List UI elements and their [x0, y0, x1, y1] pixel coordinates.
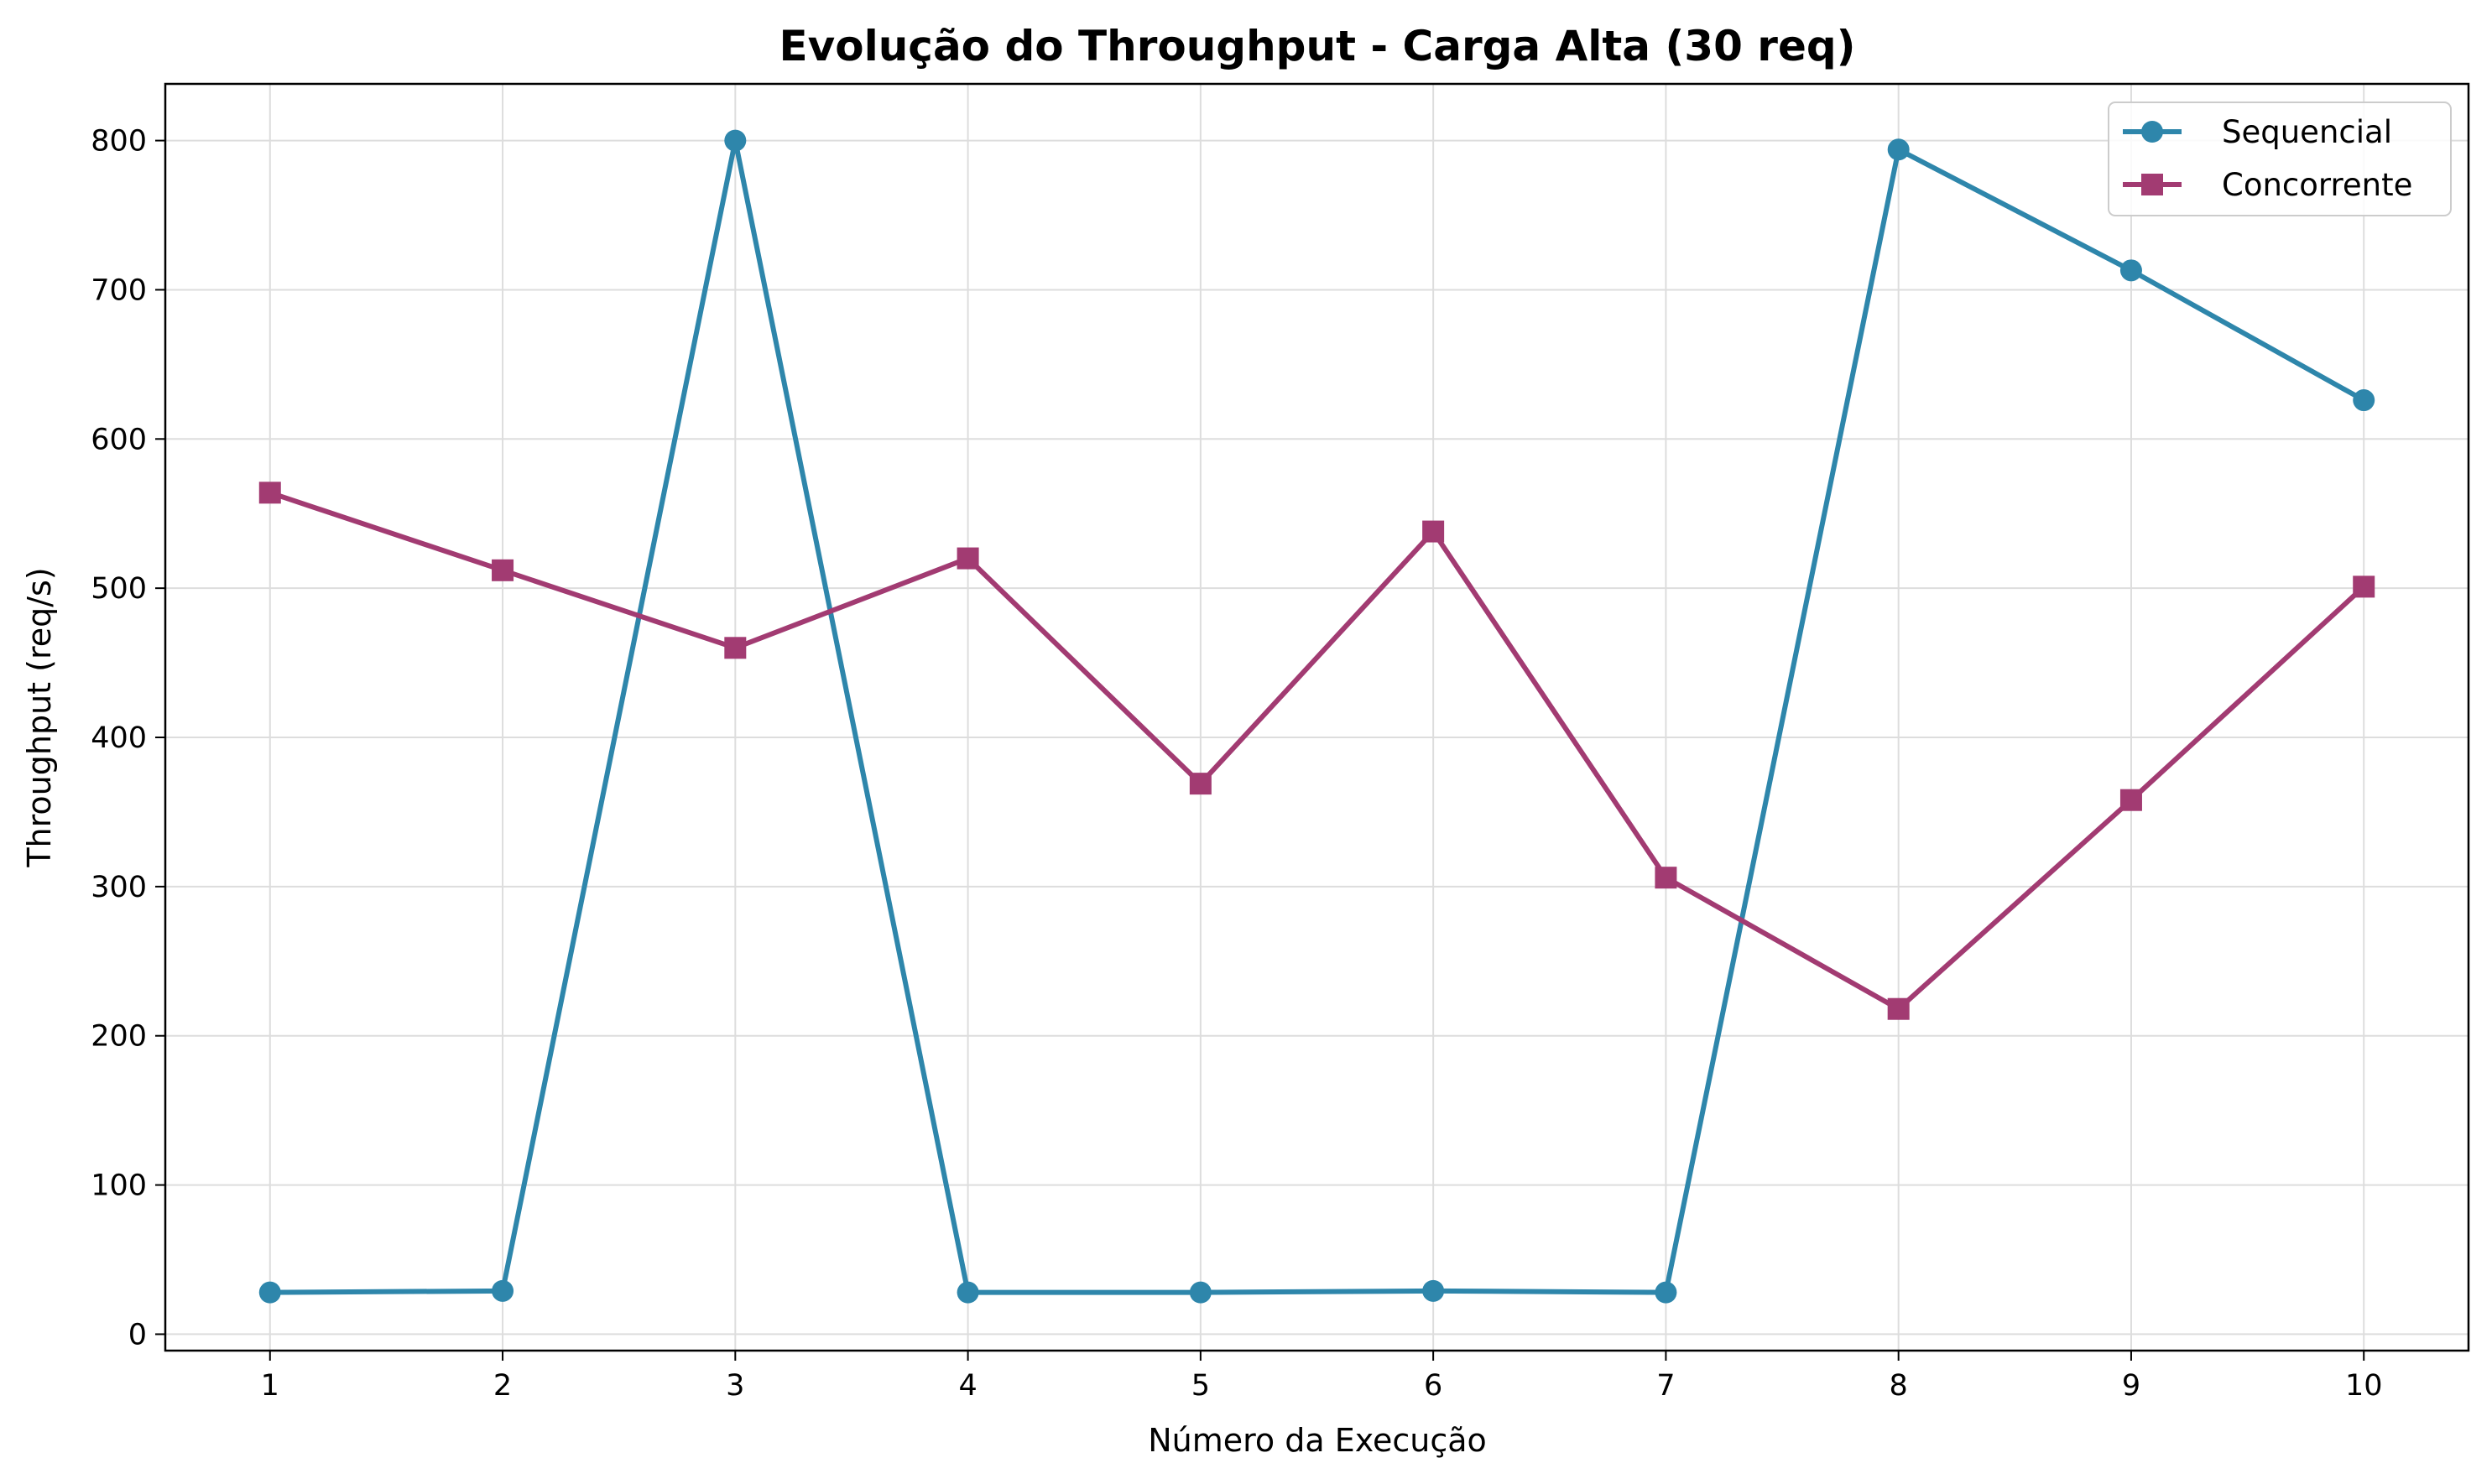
y-tick-label: 600 — [91, 423, 147, 456]
y-tick-label: 200 — [91, 1020, 147, 1054]
legend-marker-concorrente — [2141, 174, 2163, 195]
data-point-concorrente — [1887, 997, 1910, 1020]
x-tick-label: 9 — [2122, 1369, 2140, 1403]
data-point-concorrente — [2119, 789, 2142, 811]
data-point-concorrente — [957, 547, 979, 570]
data-point-sequencial — [258, 1281, 281, 1304]
legend-box — [2108, 102, 2452, 216]
legend-marker-sequencial — [2141, 121, 2163, 143]
y-axis-label: Throughput (req/s) — [21, 567, 58, 867]
series-line-sequencial — [269, 138, 2365, 1295]
data-point-concorrente — [258, 482, 281, 504]
x-tick-label: 1 — [261, 1369, 279, 1403]
legend: Sequencial Concorrente — [2108, 102, 2452, 216]
x-tick-label: 3 — [726, 1369, 744, 1403]
data-point-concorrente — [1189, 773, 1212, 795]
x-tick-label: 2 — [493, 1369, 512, 1403]
series-sequencial — [258, 129, 2375, 1304]
x-axis-label: Número da Execução — [1148, 1422, 1487, 1459]
y-tick-label: 100 — [91, 1169, 147, 1203]
data-point-sequencial — [1189, 1281, 1212, 1304]
x-tick-label: 5 — [1191, 1369, 1210, 1403]
y-tick-label: 0 — [128, 1318, 147, 1351]
data-point-sequencial — [1422, 1279, 1445, 1302]
data-point-concorrente — [492, 559, 514, 581]
data-point-sequencial — [1655, 1281, 1677, 1304]
legend-label-sequencial: Sequencial — [2222, 114, 2392, 150]
x-tick-label: 7 — [1656, 1369, 1675, 1403]
data-point-sequencial — [1887, 138, 1910, 161]
data-point-sequencial — [492, 1279, 514, 1302]
y-tick-label: 800 — [91, 125, 147, 159]
data-point-concorrente — [2353, 575, 2375, 598]
series-concorrente — [258, 482, 2375, 1020]
y-tick-label: 700 — [91, 273, 147, 307]
y-tick-label: 500 — [91, 572, 147, 606]
x-tick-label: 4 — [958, 1369, 977, 1403]
data-point-sequencial — [2353, 389, 2375, 412]
x-tick-label: 8 — [1890, 1369, 1908, 1403]
data-point-concorrente — [1655, 867, 1677, 889]
legend-label-concorrente: Concorrente — [2222, 167, 2412, 203]
x-axis: 1 2 3 4 5 6 7 8 9 10 — [261, 1351, 2383, 1403]
chart-title: Evolução do Throughput - Carga Alta (30 … — [779, 22, 1855, 70]
grid-lines — [165, 84, 2469, 1351]
data-point-sequencial — [957, 1281, 979, 1304]
legend-entry-concorrente: Concorrente — [2123, 167, 2412, 203]
plot-area-frame — [164, 82, 2470, 1352]
data-point-concorrente — [724, 637, 747, 659]
data-point-sequencial — [2119, 259, 2142, 282]
data-point-concorrente — [1422, 520, 1445, 543]
x-tick-label: 6 — [1424, 1369, 1442, 1403]
series-layer — [258, 129, 2375, 1304]
y-tick-label: 300 — [91, 871, 147, 904]
data-point-sequencial — [724, 129, 747, 152]
x-tick-label: 10 — [2345, 1369, 2383, 1403]
y-axis: 0 100 200 300 400 500 600 700 800 — [91, 125, 165, 1351]
series-line-concorrente — [268, 490, 2366, 1012]
y-tick-label: 400 — [91, 721, 147, 755]
legend-entry-sequencial: Sequencial — [2123, 114, 2392, 150]
